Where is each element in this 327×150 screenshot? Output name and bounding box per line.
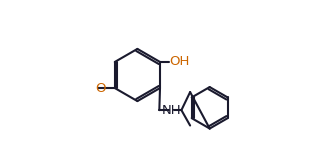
Text: NH: NH <box>162 104 181 117</box>
Text: O: O <box>95 82 106 94</box>
Text: OH: OH <box>169 56 190 68</box>
